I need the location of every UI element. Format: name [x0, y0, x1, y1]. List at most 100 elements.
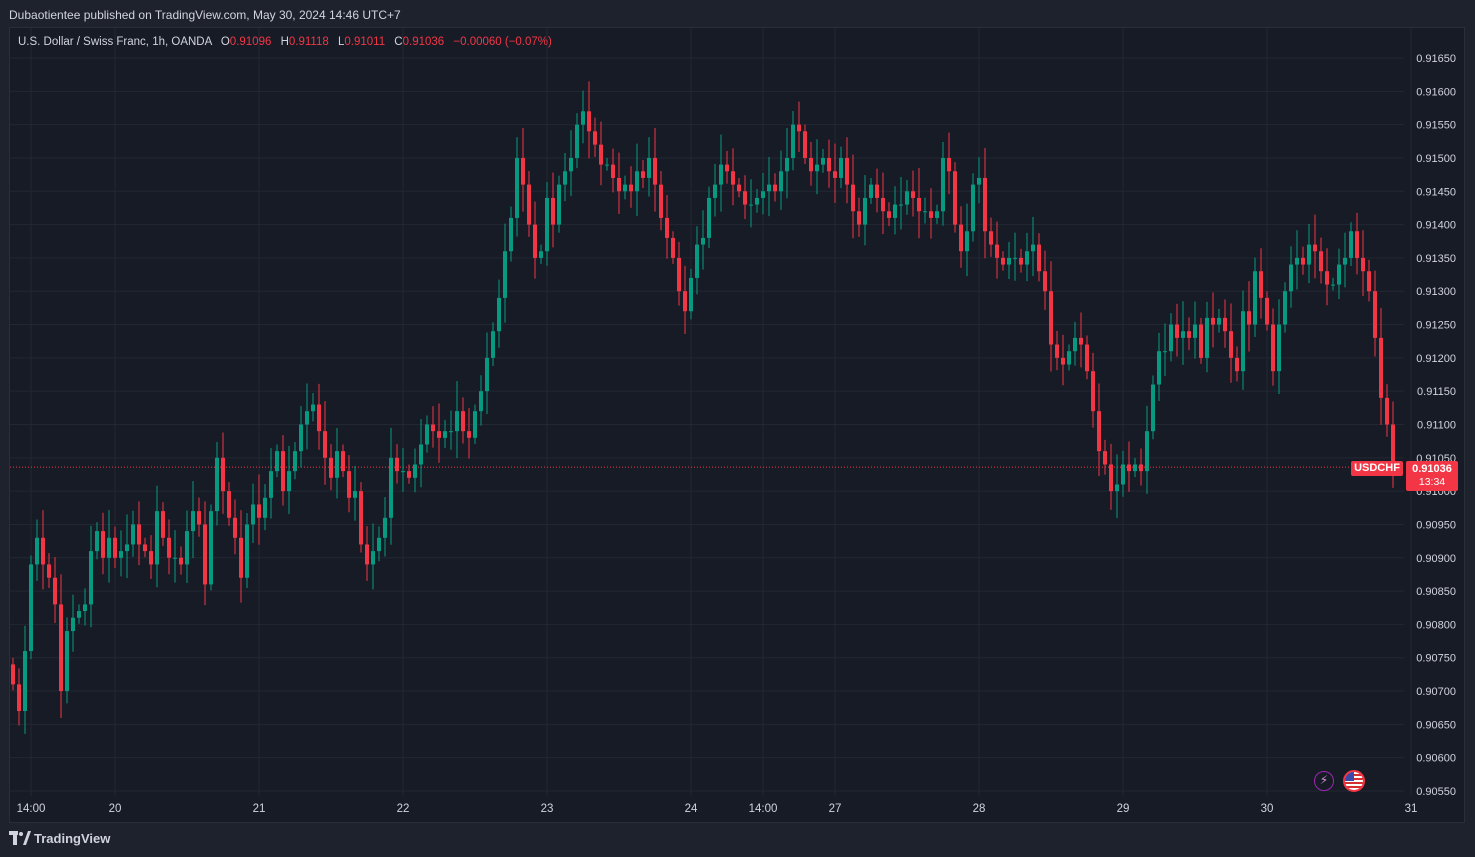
candle-body: [707, 197, 711, 238]
candle-body: [1199, 324, 1203, 358]
candle-body: [335, 451, 339, 478]
candle-body: [119, 551, 123, 558]
candle-body: [581, 111, 585, 125]
candle-body: [233, 517, 237, 538]
candle-body: [1301, 257, 1305, 265]
candle-body: [1217, 317, 1221, 325]
candle-body: [605, 164, 609, 166]
candle-body: [833, 171, 837, 178]
candle-body: [401, 471, 405, 473]
candle-body: [269, 471, 273, 498]
candle-body: [851, 184, 855, 212]
candle-body: [365, 544, 369, 565]
candle-body: [629, 184, 633, 192]
candle-body: [857, 211, 861, 225]
time-tick-label: 28: [973, 803, 986, 815]
candle-body: [191, 511, 195, 532]
candle-body: [1205, 317, 1209, 358]
candle-body: [443, 431, 447, 438]
price-tick-label: 0.91250: [1416, 320, 1456, 332]
candle-body: [977, 177, 981, 185]
candle-body: [41, 537, 45, 565]
time-tick-label: 22: [397, 803, 410, 815]
candle-body: [1157, 351, 1161, 385]
candle-body: [809, 157, 813, 172]
tradingview-brand[interactable]: TradingView: [9, 830, 110, 848]
candle-body: [1013, 257, 1017, 259]
time-tick-label: 27: [829, 803, 842, 815]
candle-body: [239, 537, 243, 578]
candle-body: [203, 524, 207, 585]
candle-body: [281, 451, 285, 492]
candle-body: [1355, 231, 1359, 258]
candle-body: [155, 511, 159, 565]
lightning-icon[interactable]: ⚡: [1314, 771, 1334, 791]
candle-body: [509, 217, 513, 252]
candle-body: [125, 544, 129, 552]
candle-body: [1067, 351, 1071, 365]
candle-body: [599, 144, 603, 165]
close-label: C: [394, 36, 403, 48]
candle-body: [695, 244, 699, 278]
candle-body: [1307, 244, 1311, 265]
candle-body: [1349, 231, 1353, 258]
candle-body: [557, 184, 561, 225]
candle-body: [1379, 337, 1383, 398]
candle-body: [167, 537, 171, 558]
candle-body: [677, 257, 681, 292]
candle-body: [725, 164, 729, 172]
time-tick-label: 20: [109, 803, 122, 815]
bar-countdown: 13:34: [1418, 476, 1446, 488]
candle-body: [1139, 464, 1143, 472]
candle-body: [1151, 384, 1155, 432]
candle-body: [1277, 324, 1281, 372]
candle-body: [827, 157, 831, 172]
candle-body: [215, 457, 219, 512]
candle-body: [353, 491, 357, 498]
candle-body: [35, 537, 39, 565]
candle-body: [1127, 464, 1131, 472]
close-value: 0.91036: [402, 36, 445, 48]
high-label: H: [280, 36, 289, 48]
candle-body: [701, 237, 705, 245]
candle-body: [341, 451, 345, 472]
candle-body: [611, 164, 615, 178]
candle-body: [1193, 324, 1197, 338]
us-flag-icon[interactable]: [1343, 770, 1365, 792]
candle-body: [1367, 271, 1371, 292]
candle-body: [743, 191, 747, 205]
candle-body: [1295, 257, 1299, 265]
candle-body: [497, 297, 501, 332]
candle-body: [665, 217, 669, 238]
candle-body: [797, 124, 801, 132]
candle-body: [671, 237, 675, 258]
change-value: −0.00060 (−0.07%): [453, 36, 552, 48]
time-tick-label: 31: [1405, 803, 1418, 815]
candle-body: [1103, 451, 1107, 465]
price-tick-label: 0.90850: [1416, 586, 1456, 598]
candle-body: [1265, 297, 1269, 325]
candle-body: [473, 411, 477, 438]
candle-body: [53, 577, 57, 605]
candle-body: [617, 177, 621, 192]
candle-body: [689, 277, 693, 312]
candle-body: [1097, 411, 1101, 452]
candle-body: [527, 184, 531, 225]
candle-body: [1373, 291, 1377, 338]
candle-body: [251, 504, 255, 525]
price-axis: 0.91650 0.91600 0.91550 0.91500 0.91450 0.914…: [1416, 53, 1456, 798]
price-tick-label: 0.91400: [1416, 220, 1456, 232]
candle-body: [749, 204, 753, 206]
candle-body: [329, 457, 333, 478]
candle-body: [875, 184, 879, 198]
candle-body: [245, 524, 249, 578]
candle-body: [161, 511, 165, 538]
last-price-tag: 0.91036 13:34: [1406, 461, 1458, 491]
candle-body: [209, 511, 213, 585]
candle-body: [1175, 324, 1179, 338]
candle-body: [299, 424, 303, 452]
price-tick-label: 0.91550: [1416, 120, 1456, 132]
candle-body: [551, 197, 555, 225]
candle-body: [383, 517, 387, 538]
